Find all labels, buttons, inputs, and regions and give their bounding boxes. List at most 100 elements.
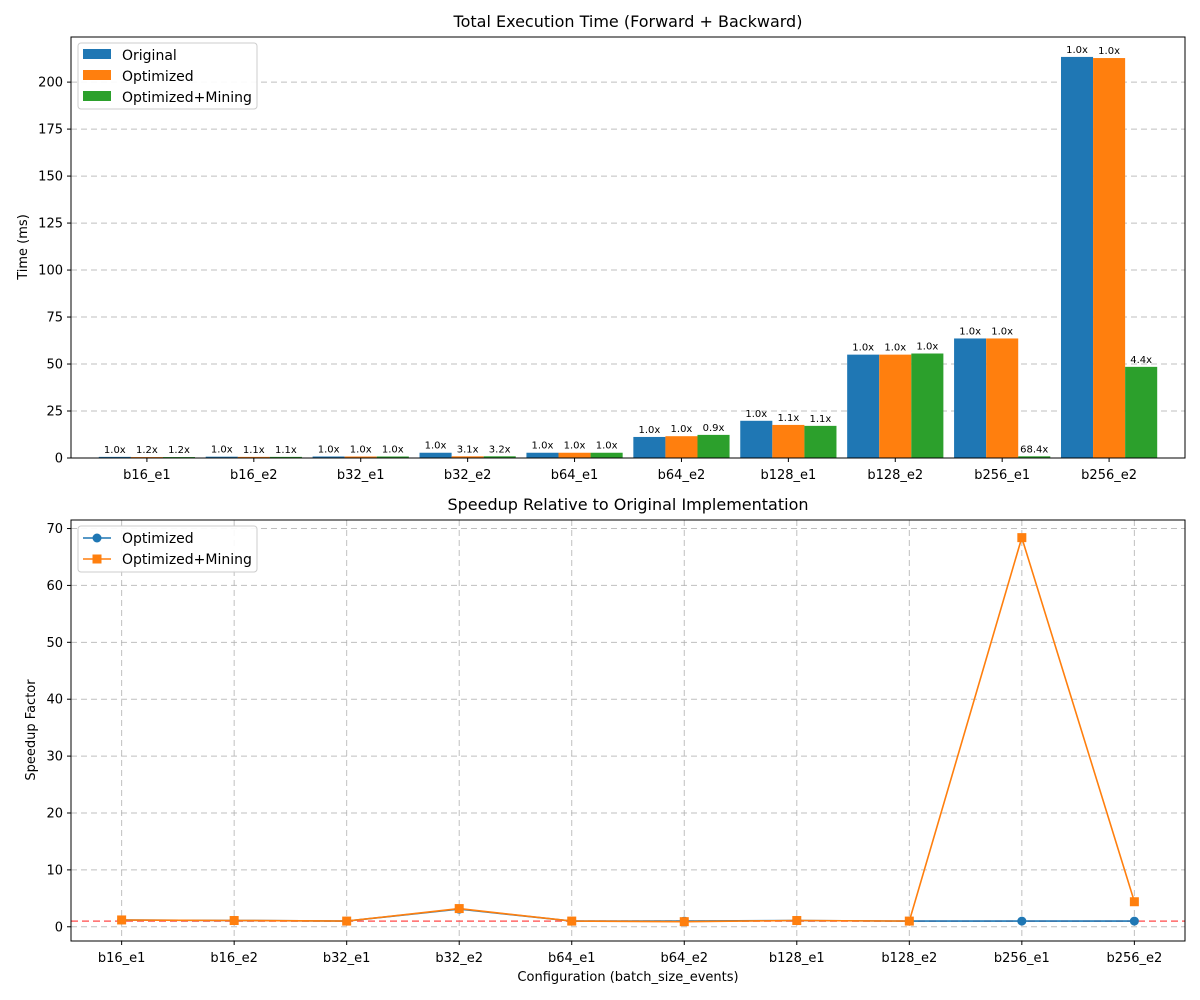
y-axis-label: Time (ms) [16, 214, 31, 281]
bar-optimized-mining [590, 452, 623, 458]
bar-label-optimized: 1.0x [1098, 46, 1120, 57]
x-tick-label: b128_e2 [867, 468, 923, 483]
bar-label-optimized: 1.1x [243, 445, 265, 456]
legend-box [77, 525, 258, 573]
bar-label-original: 1.0x [425, 441, 447, 452]
bar-optimized-mining [697, 434, 730, 458]
y-ticks: 0 25 50 75 100 125 150 175 200 [38, 76, 71, 467]
legend: Optimized Optimized+Mining [77, 525, 258, 573]
bar-original [740, 420, 773, 458]
bar-optimized-mining [911, 353, 944, 458]
y-tick-label: 100 [38, 264, 63, 279]
bar-label-optimized-mining: 1.2x [168, 445, 190, 456]
y-tick-label: 40 [46, 693, 63, 708]
bar-label-optimized-mining: 1.0x [916, 342, 938, 353]
bar-label-optimized-mining: 0.9x [703, 423, 725, 434]
legend-label-optimized: Optimized [122, 531, 194, 547]
marker-optimized-mining [117, 915, 127, 925]
bar-optimized [986, 338, 1019, 458]
y-tick-label: 0 [55, 920, 63, 935]
y-tick-label: 75 [46, 311, 63, 326]
bar-optimized-mining [1018, 456, 1051, 458]
marker-optimized [1129, 916, 1139, 926]
y-tick-label: 25 [46, 405, 63, 420]
y-tick-label: 125 [38, 217, 63, 232]
bar-original [633, 436, 666, 458]
bar-label-original: 1.0x [532, 441, 554, 452]
bar-optimized [772, 424, 805, 458]
legend-label-original: Original [122, 48, 177, 64]
bar-label-optimized-mining: 1.0x [382, 444, 404, 455]
y-tick-label: 150 [38, 170, 63, 185]
marker-optimized-mining [904, 916, 914, 926]
y-tick-label: 175 [38, 123, 63, 138]
bar-label-original: 1.0x [211, 445, 233, 456]
bar-label-original: 1.0x [638, 425, 660, 436]
bar-optimized-mining [804, 425, 837, 458]
legend-swatch-optimized [83, 70, 111, 80]
x-tick-label: b32_e1 [337, 468, 385, 483]
marker-optimized-mining [342, 916, 352, 926]
y-axis-label: Speedup Factor [24, 679, 39, 781]
x-tick-label: b128_e1 [760, 468, 816, 483]
bar-label-original: 1.0x [318, 444, 340, 455]
series-line-optimized-mining [121, 534, 1136, 923]
bar-optimized [558, 452, 591, 458]
plot-frame [70, 519, 1186, 942]
x-tick-label: b128_e1 [769, 951, 825, 966]
x-tick-label: b128_e2 [881, 951, 937, 966]
marker-optimized-mining [679, 917, 689, 927]
x-tick-label: b16_e2 [230, 468, 278, 483]
chart-title: Speedup Relative to Original Implementat… [447, 495, 808, 514]
bar-original [205, 456, 238, 458]
x-tick-label: b256_e2 [1081, 468, 1137, 483]
x-tick-label: b256_e1 [974, 468, 1030, 483]
x-tick-label: b64_e1 [548, 951, 596, 966]
x-tick-label: b16_e2 [210, 951, 258, 966]
marker-optimized-mining [567, 916, 577, 926]
chart-title: Total Execution Time (Forward + Backward… [453, 12, 803, 31]
y-tick-label: 50 [46, 358, 63, 373]
legend-swatch-original [83, 49, 111, 59]
legend-marker-optimized-mining [92, 554, 102, 564]
bar-optimized [879, 354, 912, 458]
bar-original [526, 452, 559, 458]
marker-optimized-mining [792, 916, 802, 926]
x-tick-label: b64_e2 [660, 951, 708, 966]
bar-optimized-mining [1125, 366, 1158, 458]
marker-optimized-mining [229, 916, 239, 926]
bar-label-optimized: 1.0x [564, 441, 586, 452]
legend-box [77, 42, 258, 110]
bar-optimized-mining [269, 456, 302, 458]
bar-original [419, 452, 452, 458]
y-tick-label: 10 [46, 863, 63, 878]
bar-label-optimized-mining: 3.2x [489, 444, 511, 455]
x-tick-label: b256_e1 [994, 951, 1050, 966]
bar-original [98, 456, 131, 458]
x-axis-label: Configuration (batch_size_events) [517, 970, 738, 985]
x-tick-label: b32_e2 [444, 468, 492, 483]
legend-label-optimized-mining: Optimized+Mining [122, 552, 252, 568]
bar-label-optimized-mining: 1.1x [810, 414, 832, 425]
legend-label-optimized: Optimized [122, 69, 194, 85]
bar-label-optimized: 1.0x [350, 444, 372, 455]
bar-original [954, 338, 987, 458]
bar-optimized [344, 456, 377, 458]
bar-optimized [451, 456, 484, 458]
y-tick-label: 50 [46, 636, 63, 651]
x-tick-label: b256_e2 [1106, 951, 1162, 966]
marker-optimized-mining [1017, 533, 1027, 543]
bar-label-optimized: 1.0x [991, 326, 1013, 337]
legend-swatch-optimized-mining [83, 91, 111, 101]
x-tick-label: b32_e2 [435, 951, 483, 966]
marker-optimized-mining [1129, 897, 1139, 907]
y-tick-label: 20 [46, 806, 63, 821]
y-tick-label: 70 [46, 522, 63, 537]
x-ticks: b16_e1 b16_e2 b32_e1 b32_e2 b64_e1 b64_e2 b128… [123, 458, 1137, 483]
bar-label-original: 1.0x [959, 326, 981, 337]
bar-optimized [665, 436, 698, 458]
legend: Original Optimized Optimized+Mining [77, 42, 258, 110]
legend-label-optimized-mining: Optimized+Mining [122, 90, 252, 106]
